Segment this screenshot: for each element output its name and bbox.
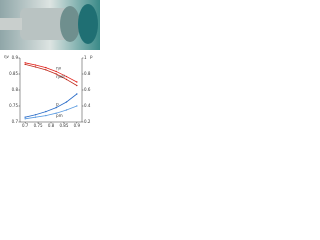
point xyxy=(24,63,26,66)
y2-tick-label: 0.8 xyxy=(84,71,91,76)
y2-tick-label: 0.2 xyxy=(84,119,91,124)
page: {"chart_data":{"type":"line","y_label":"… xyxy=(0,0,100,138)
point xyxy=(76,84,78,87)
series-line xyxy=(25,105,77,120)
x-tick-label: 0.7 xyxy=(22,123,29,128)
figure: ηv p 0.70.750.80.850.90.20.40.60.810.7 0.… xyxy=(0,0,100,128)
series-line xyxy=(25,62,78,83)
point xyxy=(55,112,57,114)
point xyxy=(34,114,37,116)
y2-tick-label: 1 xyxy=(84,55,87,60)
point xyxy=(76,93,78,95)
series-label: pm xyxy=(56,113,63,118)
point xyxy=(65,78,68,81)
point xyxy=(34,64,37,66)
point xyxy=(45,110,47,113)
point xyxy=(45,69,47,71)
point xyxy=(55,70,57,73)
point xyxy=(55,106,57,109)
point xyxy=(45,66,47,69)
series-line xyxy=(25,93,78,118)
point xyxy=(24,62,26,64)
point xyxy=(24,118,26,120)
point xyxy=(34,116,37,118)
point xyxy=(55,73,57,75)
y-tick-label: 0.8 xyxy=(12,87,19,92)
point xyxy=(34,66,37,68)
point xyxy=(24,116,26,118)
point xyxy=(65,101,68,103)
point xyxy=(76,105,78,107)
y-label: ηv xyxy=(4,54,10,59)
x-tick-label: 0.9 xyxy=(74,123,81,128)
point xyxy=(65,109,68,111)
y-tick-label: 0.9 xyxy=(12,55,19,60)
y-tick-label: 0.75 xyxy=(9,103,18,108)
y-tick-label: 0.7 xyxy=(12,119,19,124)
point xyxy=(45,114,47,117)
y2-tick-label: 0.6 xyxy=(84,87,91,92)
series-label: p xyxy=(56,102,59,107)
x-tick-label: 0.8 xyxy=(48,123,55,128)
x-tick-label: 0.85 xyxy=(59,123,68,128)
series-line xyxy=(25,64,78,86)
series-label: ηvol xyxy=(56,74,64,79)
point xyxy=(65,75,68,78)
y-tick-label: 0.85 xyxy=(9,71,18,76)
x-tick-label: 0.75 xyxy=(34,123,43,128)
photo xyxy=(0,0,100,50)
point xyxy=(76,81,78,83)
series-label: ηv xyxy=(56,65,62,70)
y2-tick-label: 0.4 xyxy=(84,103,91,108)
y2-label: p xyxy=(90,54,93,59)
